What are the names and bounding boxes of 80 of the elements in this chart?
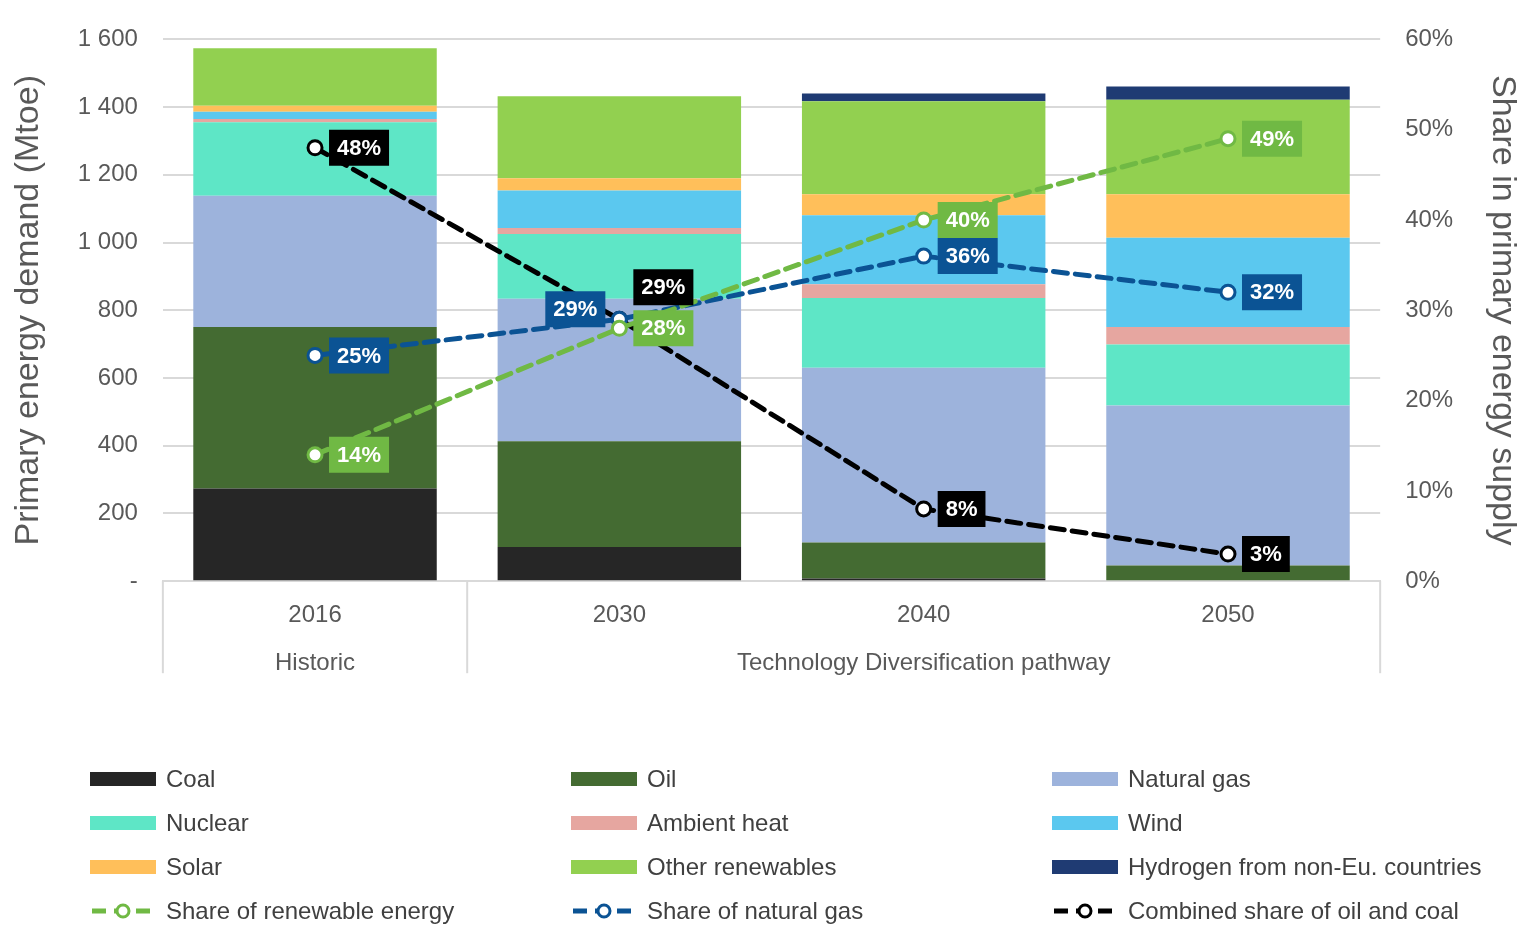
bar xyxy=(193,105,437,112)
bar xyxy=(497,228,742,235)
data-label: 49% xyxy=(1250,125,1295,151)
data-label: 29% xyxy=(553,296,598,322)
y2-tick-label: 10% xyxy=(1405,475,1454,503)
bar xyxy=(193,195,437,327)
legend-label: Ambient heat xyxy=(647,809,789,837)
data-label: 28% xyxy=(641,315,686,341)
bar xyxy=(497,96,742,179)
x-tick-label: 2050 xyxy=(1201,600,1255,628)
legend-label: Combined share of oil and coal xyxy=(1128,897,1459,925)
x-tick-label: 2030 xyxy=(592,600,647,628)
legend-label: Nuclear xyxy=(166,809,249,837)
y-tick-label: 1 600 xyxy=(77,24,138,52)
x-tick-label: 2016 xyxy=(288,600,342,628)
y2-tick-label: 40% xyxy=(1405,204,1454,232)
y2-tick-label: 60% xyxy=(1405,24,1454,52)
bar xyxy=(1106,344,1350,406)
data-label: 14% xyxy=(337,441,382,467)
y2-tick-label: 30% xyxy=(1405,294,1454,322)
data-label: 25% xyxy=(337,342,382,368)
bar xyxy=(801,542,1046,579)
y-tick-label: 1 000 xyxy=(77,227,138,255)
point xyxy=(915,211,933,229)
point xyxy=(306,446,324,464)
bar xyxy=(193,488,437,581)
legend-label: Natural gas xyxy=(1128,765,1251,793)
y2-axis-title: Share in primary energy supply xyxy=(1486,75,1525,546)
legend-label: Wind xyxy=(1128,809,1183,837)
bar xyxy=(1106,326,1350,345)
legend-label: Hydrogen from non-Eu. countries xyxy=(1128,853,1482,881)
bar xyxy=(801,284,1046,299)
legend-label: Share of renewable energy xyxy=(166,897,455,925)
y-tick-label: 600 xyxy=(97,362,138,390)
bar xyxy=(1106,86,1350,100)
bar xyxy=(801,101,1046,195)
legend-label: Solar xyxy=(166,853,223,881)
bar xyxy=(801,298,1046,368)
bar xyxy=(497,547,742,581)
text: Historic xyxy=(275,647,356,675)
data-label: 8% xyxy=(945,496,978,522)
y2-tick-label: 20% xyxy=(1405,385,1454,413)
bar xyxy=(193,111,437,119)
data-label: 40% xyxy=(945,207,990,233)
point xyxy=(915,500,933,518)
y-axis-title: Primary energy demand (Mtoe) xyxy=(6,75,45,546)
data-label: 48% xyxy=(337,134,382,160)
point xyxy=(1219,283,1237,301)
bar xyxy=(497,441,742,547)
bar xyxy=(801,93,1046,102)
point xyxy=(1219,545,1237,563)
y-tick-label: 200 xyxy=(97,498,138,526)
data-label: 3% xyxy=(1250,541,1282,567)
data-label: 29% xyxy=(641,274,686,300)
point xyxy=(610,319,628,337)
point xyxy=(915,247,933,265)
bar xyxy=(1106,405,1350,566)
x-tick-label: 2040 xyxy=(896,600,951,628)
legend-label: Coal xyxy=(166,765,216,793)
point xyxy=(1219,130,1237,148)
bar xyxy=(1106,194,1350,238)
y-tick-label: - xyxy=(129,565,138,593)
bar xyxy=(193,48,437,106)
bar xyxy=(497,178,742,191)
y-tick-label: 400 xyxy=(97,430,138,458)
bar xyxy=(497,190,742,229)
y2-tick-label: 0% xyxy=(1405,565,1440,593)
point xyxy=(306,139,324,157)
data-label: 36% xyxy=(945,243,990,269)
bar xyxy=(801,367,1046,543)
y-tick-label: 1 200 xyxy=(77,159,138,187)
legend-label: Other renewables xyxy=(647,853,837,881)
text: Technology Diversification pathway xyxy=(736,647,1111,675)
legend-label: Oil xyxy=(647,765,677,793)
y2-tick-label: 50% xyxy=(1405,114,1454,142)
y-tick-label: 800 xyxy=(97,294,138,322)
y-tick-label: 1 400 xyxy=(77,91,138,119)
point xyxy=(306,346,324,364)
legend-label: Share of natural gas xyxy=(647,897,864,925)
data-label: 32% xyxy=(1250,279,1295,305)
